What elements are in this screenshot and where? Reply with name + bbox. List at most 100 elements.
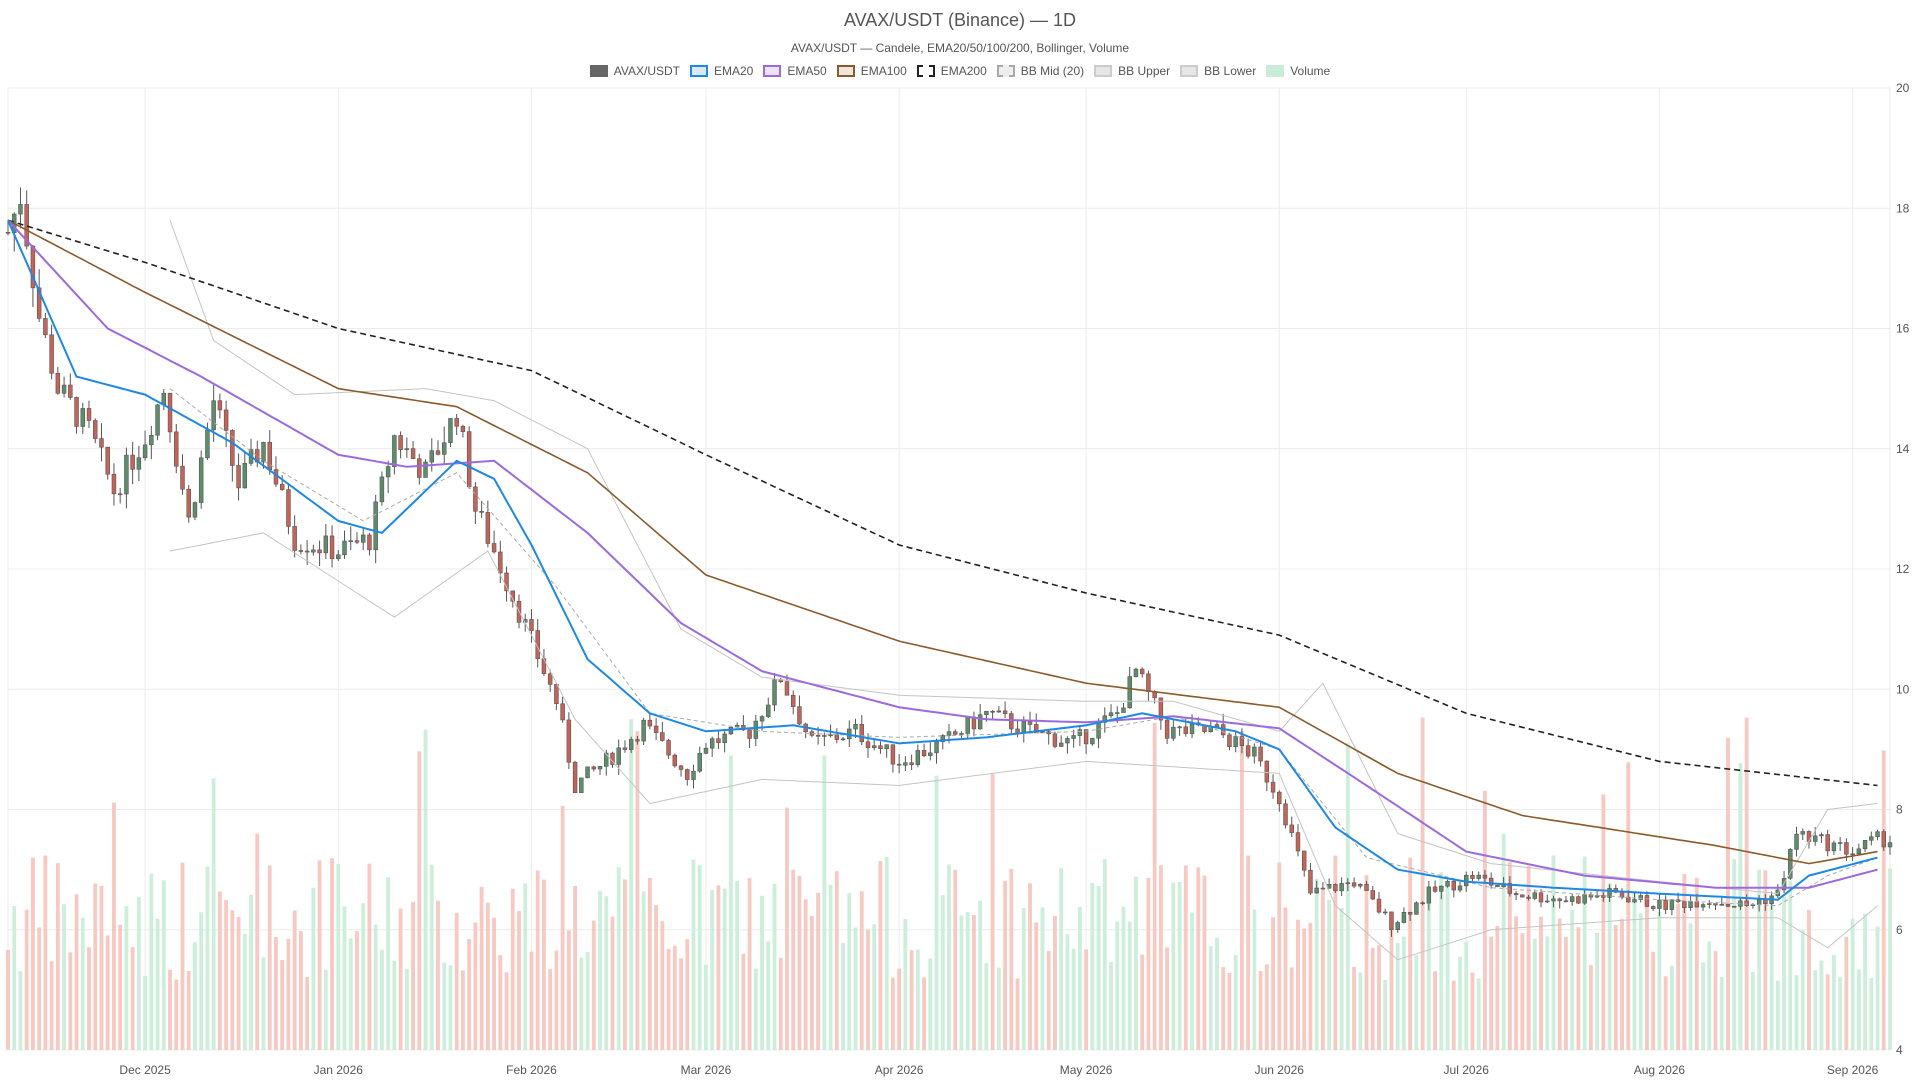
candle-body [1557,898,1562,902]
candle-body [1227,734,1232,748]
volume-bar [467,939,472,1050]
candle-body [1252,746,1257,757]
candle-body [55,372,61,394]
candle-body [24,204,29,247]
volume-bar [31,857,35,1050]
volume-bar [199,912,204,1050]
volume-bar [1252,909,1257,1050]
candle-body [903,762,908,766]
candle-body [1682,901,1687,908]
legend-item-ema50[interactable]: EMA50 [763,64,827,78]
legend-item-volume[interactable]: Volume [1266,64,1330,78]
volume-bar [978,900,983,1050]
candle-body [485,512,491,544]
volume-bar [1863,913,1867,1050]
legend-swatch-bblower [1180,65,1199,77]
volume-bar [953,869,958,1050]
candle-body [666,740,671,756]
candle-body [5,232,11,234]
candle-body [1052,733,1058,747]
volume-bar [853,927,858,1050]
y-tick-label: 6 [1896,923,1903,937]
candle-body [1096,722,1101,739]
candle-body [286,489,291,527]
candle-body [953,731,958,735]
volume-bar [55,863,60,1050]
volume-bar [373,924,378,1050]
candle-body [1071,735,1076,739]
candle-body [1301,850,1307,871]
candle-body [1239,736,1245,746]
legend-item-ema200[interactable]: EMA200 [916,64,987,78]
volume-bar [710,890,715,1050]
volume-bar [623,879,627,1050]
candle-body [1470,874,1475,879]
volume-bar [1271,917,1275,1050]
candle-body [896,763,902,766]
volume-bar [136,896,141,1050]
legend-item-candles[interactable]: AVAX/USDT [589,64,680,78]
legend-item-ema20[interactable]: EMA20 [690,64,753,78]
y-tick-label: 16 [1896,322,1910,336]
volume-bar [797,875,802,1050]
volume-bar [1607,882,1612,1050]
candle-body [1731,906,1737,908]
candle-body [1414,902,1419,915]
volume-bar [1483,790,1487,1050]
volume-bar [386,877,391,1050]
candle-body [647,719,653,727]
volume-bar [1009,868,1014,1050]
volume-bar [1514,916,1519,1050]
candle-body [635,739,640,742]
volume-bar [1613,924,1618,1050]
candle-body [865,741,871,748]
candle-body [959,733,964,735]
volume-bar [1003,880,1008,1050]
volume-bar [1576,927,1581,1050]
candle-body [884,744,889,750]
candle-body [1158,697,1164,721]
candle-body [834,734,840,740]
candle-body [230,430,235,466]
candle-body [93,420,98,439]
candle-body [1376,898,1382,913]
legend-label-candles: AVAX/USDT [613,64,680,78]
volume-bar [629,719,634,1050]
volume-bar [454,913,459,1050]
candle-body [1869,836,1874,841]
candle-body [1632,899,1637,903]
volume-bar [1744,717,1749,1050]
volume-bar [311,887,316,1050]
volume-bar [523,883,528,1050]
candle-body [186,488,191,518]
legend-label-bbmid: BB Mid (20) [1020,64,1085,78]
volume-bar [841,943,845,1050]
candle-body [1065,738,1070,744]
volume-bar [1582,856,1587,1050]
volume-bar [529,951,534,1050]
candle-body [1420,902,1425,905]
candle-body [996,710,1002,713]
volume-bar [1395,943,1400,1050]
legend: AVAX/USDT EMA20 EMA50 EMA100 EMA200 BB Mid (2… [0,64,1920,78]
candle-body [1432,886,1438,892]
legend-item-bbupper[interactable]: BB Upper [1094,64,1170,78]
candle-body [685,769,690,780]
volume-bar [679,958,683,1050]
candle-body [928,752,933,756]
candle-body [622,747,628,750]
legend-item-bblower[interactable]: BB Lower [1180,64,1256,78]
volume-bar [6,949,10,1050]
volume-bar [429,864,434,1050]
candle-body [1183,726,1189,734]
candle-body [747,729,752,739]
legend-item-ema100[interactable]: EMA100 [836,64,907,78]
volume-bar [323,969,328,1050]
volume-bar [972,915,976,1050]
volume-bar [1819,960,1824,1050]
x-tick-label: Feb 2026 [506,1063,557,1077]
volume-bar [1102,859,1107,1050]
legend-item-bbmid[interactable]: BB Mid (20) [996,64,1085,78]
candle-body [1308,869,1313,894]
